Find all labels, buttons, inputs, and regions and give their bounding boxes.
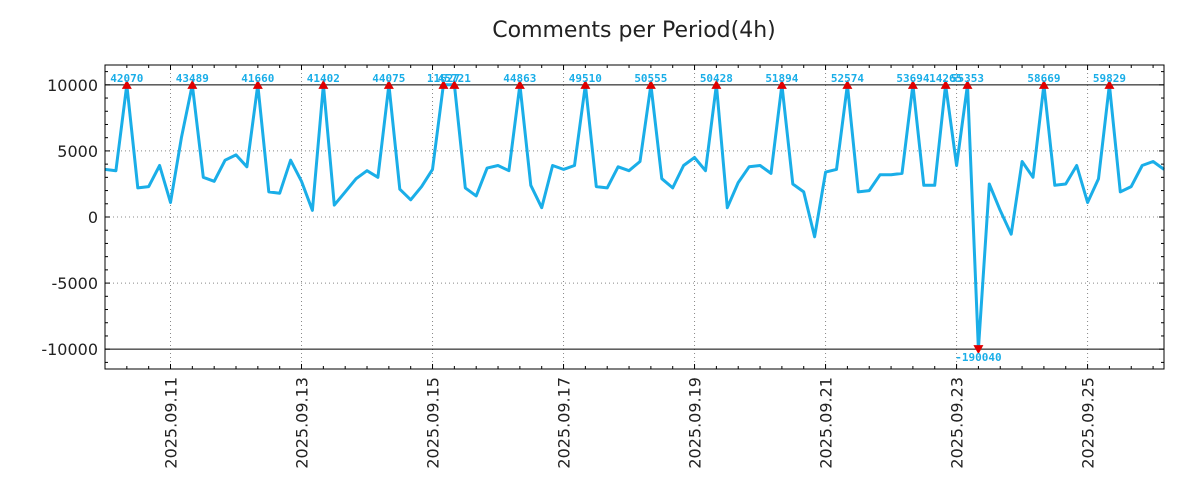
data-label: 51894 — [765, 72, 798, 85]
clip-marker-up — [962, 79, 973, 89]
clip-marker-up — [940, 79, 951, 89]
limit-lines — [105, 84, 1164, 350]
x-tick-label: 2025.09.21 — [817, 377, 836, 469]
x-tick-label: 2025.09.11 — [162, 377, 181, 469]
data-label: 42070 — [110, 72, 143, 85]
data-label: 11627 — [427, 72, 460, 85]
data-label: 50428 — [700, 72, 733, 85]
data-label: 59829 — [1093, 72, 1126, 85]
clip-marker-down — [973, 345, 984, 355]
y-tick-label: -5000 — [52, 274, 99, 293]
x-tick-label: 2025.09.15 — [424, 377, 443, 469]
x-tick-label: 2025.09.19 — [686, 377, 705, 469]
data-label: 55353 — [951, 72, 984, 85]
data-label: 44863 — [503, 72, 536, 85]
x-tick-label: 2025.09.23 — [948, 377, 967, 469]
data-label: 49510 — [569, 72, 602, 85]
clip-marker-up — [438, 79, 449, 89]
grid-lines — [105, 65, 1164, 369]
data-label: 41402 — [307, 72, 340, 85]
data-label: 44075 — [372, 72, 405, 85]
x-tick-label: 2025.09.25 — [1079, 377, 1098, 469]
clip-marker-up — [711, 79, 722, 89]
data-label: -190040 — [955, 351, 1001, 364]
y-tick-label: 10000 — [47, 76, 98, 95]
y-tick-label: -10000 — [41, 340, 98, 359]
marker-layer — [121, 79, 1115, 355]
x-tick-label: 2025.09.13 — [293, 377, 312, 469]
y-tick-label: 0 — [88, 208, 98, 227]
data-label: 43489 — [176, 72, 209, 85]
data-label: 52574 — [831, 72, 864, 85]
clip-marker-up — [776, 79, 787, 89]
data-label: 50555 — [634, 72, 667, 85]
series-layer — [104, 83, 1165, 351]
clip-marker-up — [187, 79, 198, 89]
data-label: 58669 — [1027, 72, 1060, 85]
clip-marker-up — [645, 79, 656, 89]
chart-title: Comments per Period(4h) — [492, 18, 776, 43]
y-axis-ticks: 10000 5000 0 -5000 -10000 — [41, 71, 1164, 363]
clip-marker-up — [1038, 79, 1049, 89]
clip-marker-up — [514, 79, 525, 89]
clip-marker-up — [383, 79, 394, 89]
series-line — [104, 83, 1165, 351]
clip-marker-up — [1104, 79, 1115, 89]
data-label: 41660 — [241, 72, 274, 85]
clip-marker-up — [121, 79, 132, 89]
data-label: 53694 — [896, 72, 929, 85]
clip-marker-up — [252, 79, 263, 89]
data-label: 45721 — [438, 72, 471, 85]
clip-marker-up — [318, 79, 329, 89]
clip-marker-up — [842, 79, 853, 89]
clip-marker-up — [580, 79, 591, 89]
data-label: 14265 — [929, 72, 962, 85]
y-tick-label: 5000 — [57, 142, 98, 161]
x-axis-ticks: 2025.09.11 2025.09.13 2025.09.15 2025.09.17… — [104, 65, 1154, 469]
clip-marker-up — [449, 79, 460, 89]
clip-marker-up — [907, 79, 918, 89]
x-tick-label: 2025.09.17 — [555, 377, 574, 469]
